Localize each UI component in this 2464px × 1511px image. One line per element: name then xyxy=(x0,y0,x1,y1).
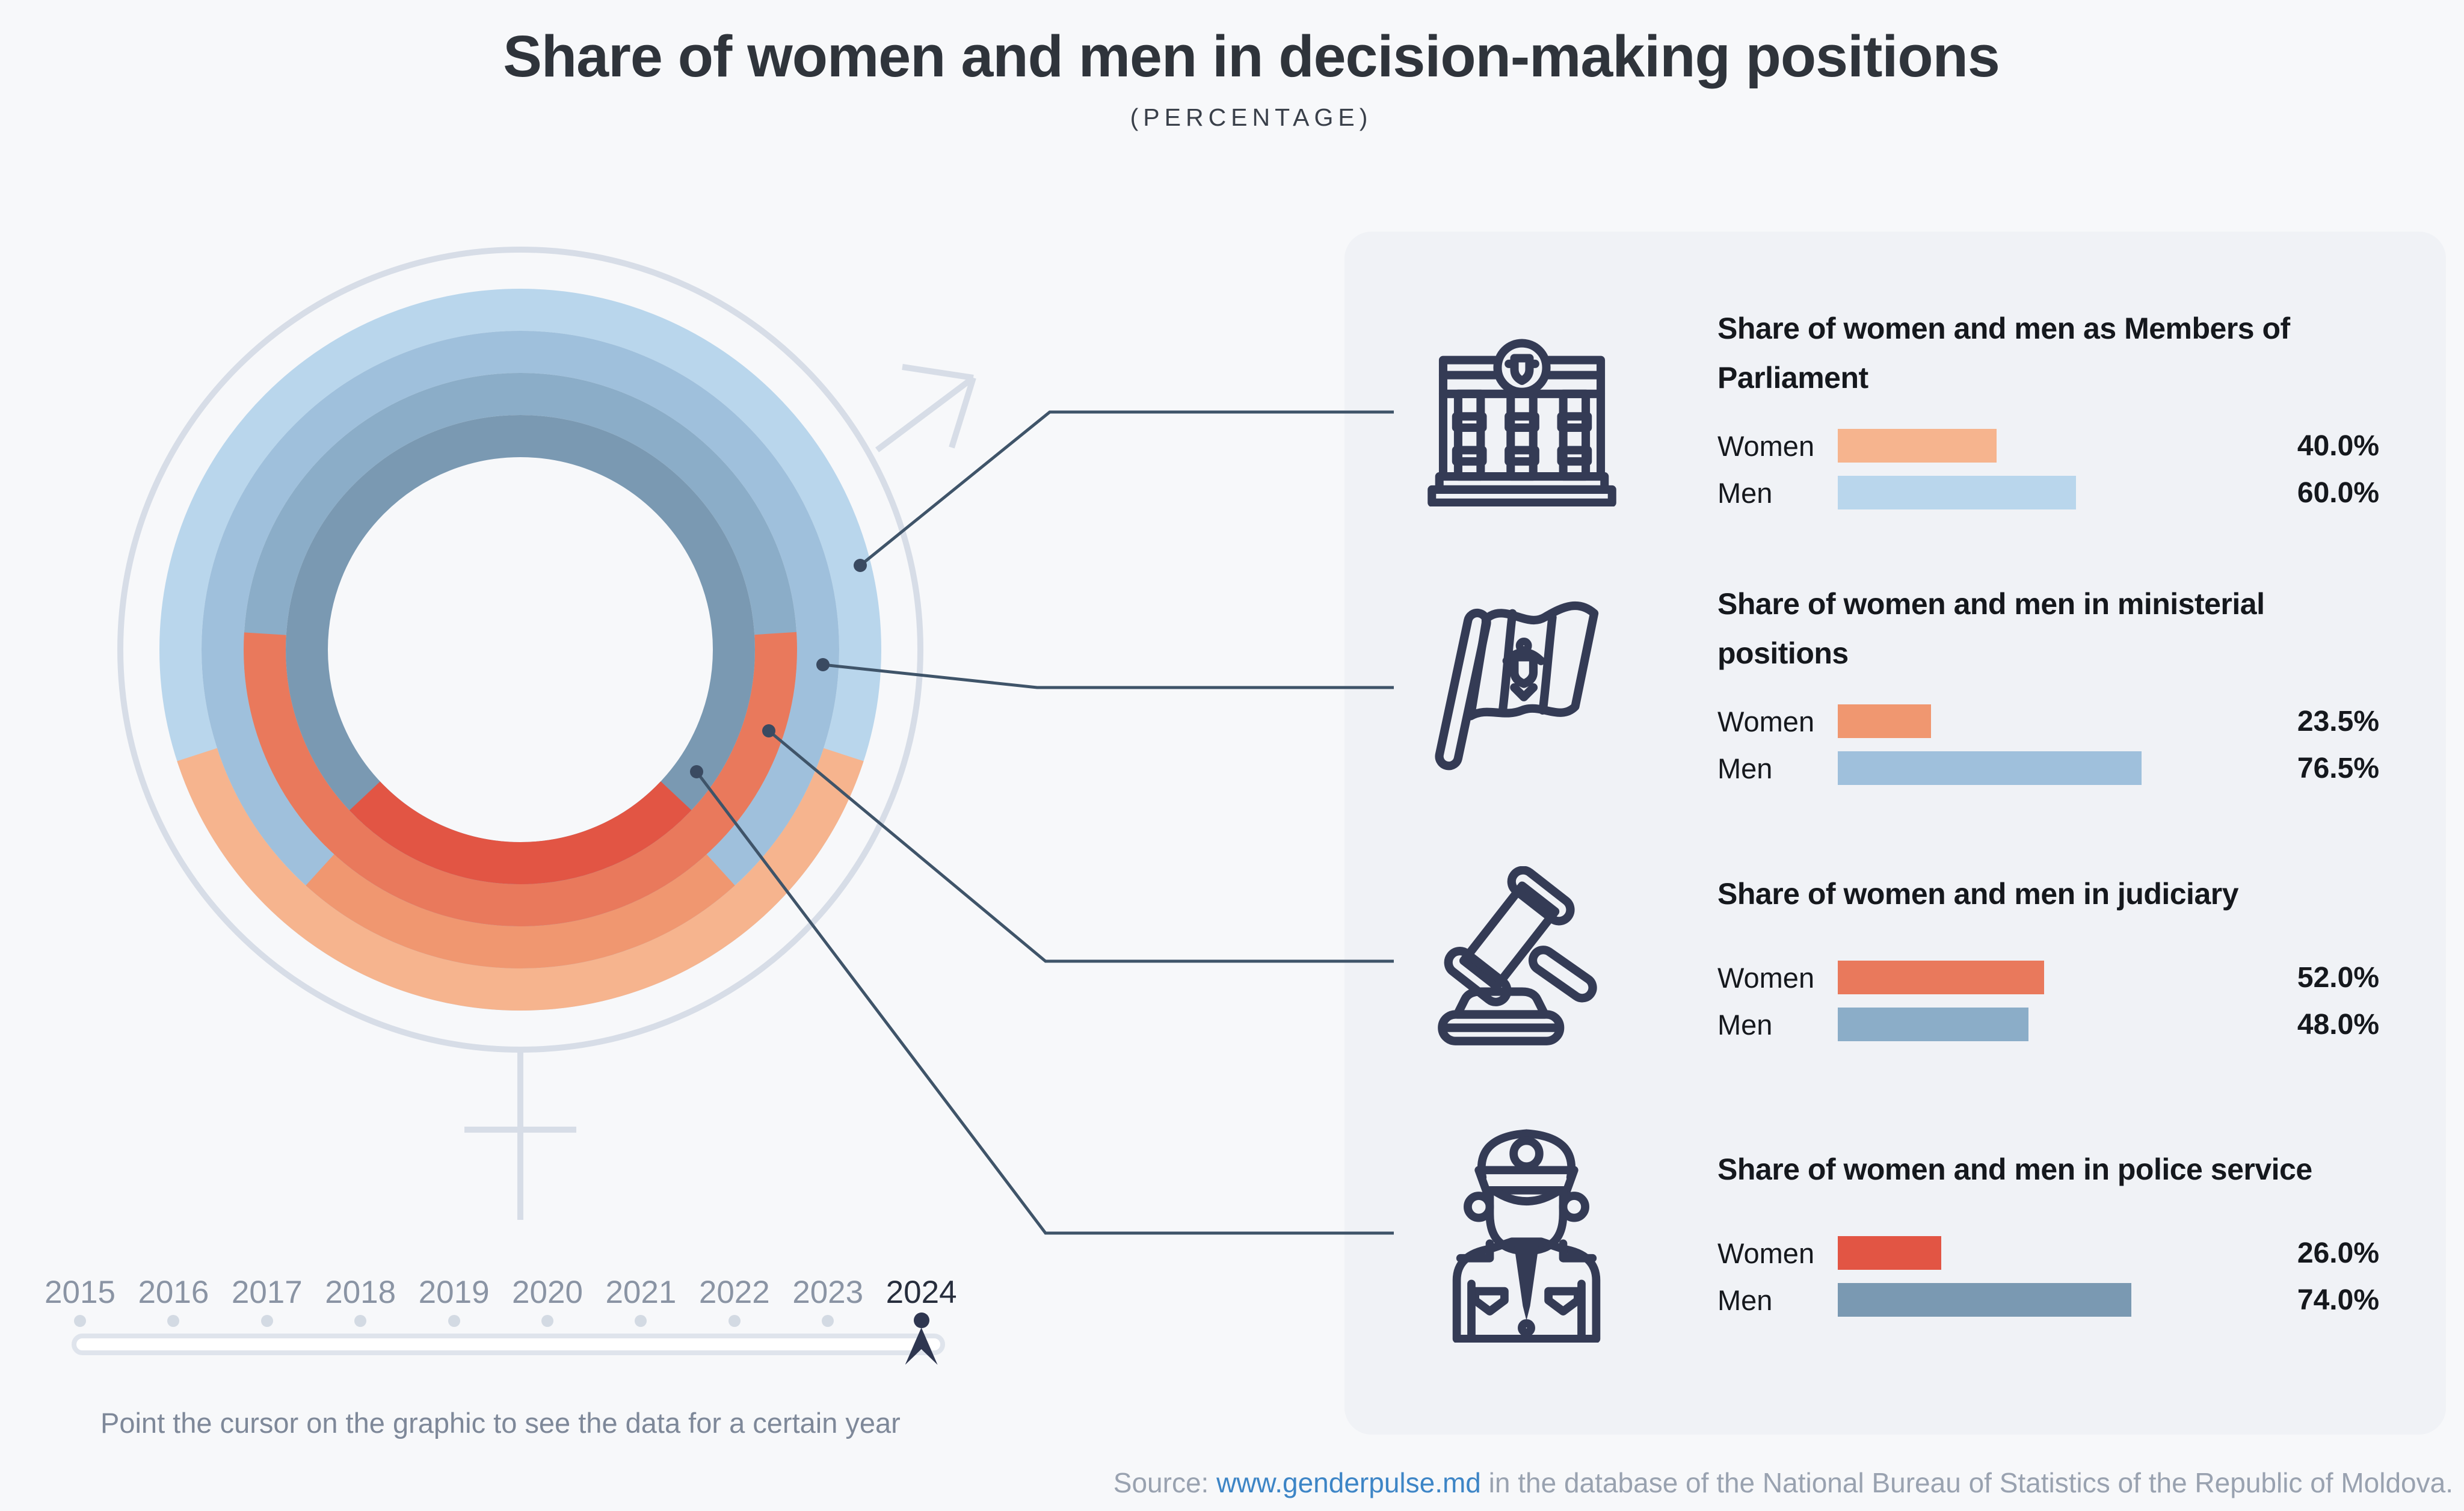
women-bar xyxy=(1838,1236,1941,1270)
men-value: 60.0% xyxy=(2297,476,2379,509)
police-tie xyxy=(1514,1242,1539,1321)
donut-ring-women-police[interactable] xyxy=(286,415,755,884)
women-bar-row: Women 26.0% xyxy=(1717,1236,2379,1270)
year-label-2016[interactable]: 2016 xyxy=(138,1275,209,1310)
source-link[interactable]: www.genderpulse.md xyxy=(1216,1467,1481,1498)
category-row-judiciary: Share of women and men in judiciary Wome… xyxy=(1717,869,2379,1054)
women-bar xyxy=(1838,429,1997,463)
men-bar-row: Men 60.0% xyxy=(1717,476,2379,509)
year-dot-2020[interactable] xyxy=(541,1315,553,1327)
women-value: 23.5% xyxy=(2297,705,2379,737)
male-arrow-icon xyxy=(875,364,976,452)
category-title: Share of women and men in police service xyxy=(1717,1152,2312,1186)
women-label: Women xyxy=(1717,705,1815,737)
women-bar-row: Women 23.5% xyxy=(1717,704,2379,738)
year-slider-track[interactable] xyxy=(72,1334,945,1355)
women-value: 40.0% xyxy=(2297,429,2379,462)
men-bar-row: Men 76.5% xyxy=(1717,751,2379,785)
men-label: Men xyxy=(1717,1008,1773,1041)
category-row-police: Share of women and men in police service… xyxy=(1717,1145,2379,1330)
page-title: Share of women and men in decision-makin… xyxy=(503,23,2000,89)
men-value: 48.0% xyxy=(2297,1008,2379,1041)
flag-eagle-emblem-icon xyxy=(1502,638,1545,701)
men-label: Men xyxy=(1717,752,1773,784)
category-title: Share of women and men as Members of Par… xyxy=(1717,312,2290,395)
connector-line-ministerial xyxy=(822,663,1394,689)
source-line: Source: www.genderpulse.md in the databa… xyxy=(1113,1466,2453,1499)
source-prefix: Source: xyxy=(1113,1467,1217,1498)
men-bar xyxy=(1838,476,2076,509)
year-dot-2018[interactable] xyxy=(354,1315,367,1327)
year-label-2020[interactable]: 2020 xyxy=(512,1275,583,1310)
year-dot-2017[interactable] xyxy=(260,1315,273,1327)
year-dot-2023[interactable] xyxy=(822,1315,834,1327)
women-bar-row: Women 40.0% xyxy=(1717,429,2379,463)
year-label-2015[interactable]: 2015 xyxy=(45,1275,116,1310)
year-dot-2021[interactable] xyxy=(635,1315,647,1327)
women-value: 52.0% xyxy=(2297,961,2379,994)
category-row-parliament: Share of women and men as Members of Par… xyxy=(1717,304,2379,523)
category-title: Share of women and men in ministerial po… xyxy=(1717,587,2265,670)
year-label-2019[interactable]: 2019 xyxy=(418,1275,490,1310)
page-subtitle: (PERCENTAGE) xyxy=(1130,103,1373,131)
men-value: 76.5% xyxy=(2297,752,2379,784)
year-label-2018[interactable]: 2018 xyxy=(325,1275,396,1310)
year-dot-2024[interactable] xyxy=(913,1313,929,1328)
year-label-2023[interactable]: 2023 xyxy=(792,1275,864,1310)
donut-rings[interactable] xyxy=(159,289,881,1011)
donut-ring-women-judiciary[interactable] xyxy=(244,373,797,926)
women-bar-row: Women 52.0% xyxy=(1717,961,2379,994)
women-value: 26.0% xyxy=(2297,1237,2379,1269)
men-label: Men xyxy=(1717,1284,1773,1316)
men-bar xyxy=(1838,1283,2132,1317)
category-row-ministerial: Share of women and men in ministerial po… xyxy=(1717,579,2379,798)
year-label-2022[interactable]: 2022 xyxy=(698,1275,770,1310)
parliament-emblem-icon xyxy=(1493,339,1551,396)
year-label-2017[interactable]: 2017 xyxy=(231,1275,303,1310)
women-label: Women xyxy=(1717,961,1815,994)
men-bar xyxy=(1838,751,2142,785)
connector-line-parliament xyxy=(859,410,1394,567)
donut-ring-women-ministerial[interactable] xyxy=(202,331,839,968)
men-label: Men xyxy=(1717,476,1773,509)
women-label: Women xyxy=(1717,429,1815,462)
category-title: Share of women and men in judiciary xyxy=(1717,877,2239,911)
slider-hint: Point the cursor on the graphic to see t… xyxy=(100,1407,901,1439)
moldova-flag-icon xyxy=(1427,592,1617,783)
year-dot-2016[interactable] xyxy=(167,1315,180,1327)
year-label-2024[interactable]: 2024 xyxy=(886,1275,957,1310)
connector-line-judiciary xyxy=(768,730,1394,963)
women-label: Women xyxy=(1717,1237,1815,1269)
donut-ring-women-parliament[interactable] xyxy=(159,289,881,1011)
year-label-2021[interactable]: 2021 xyxy=(605,1275,677,1310)
gavel-icon xyxy=(1427,866,1617,1056)
year-dot-2019[interactable] xyxy=(448,1315,460,1327)
men-bar-row: Men 48.0% xyxy=(1717,1008,2379,1041)
parliament-building-icon xyxy=(1427,319,1617,507)
women-bar xyxy=(1838,704,1932,738)
men-value: 74.0% xyxy=(2297,1284,2379,1316)
women-bar xyxy=(1838,961,2045,994)
police-officer-icon xyxy=(1435,1122,1618,1343)
year-dot-2022[interactable] xyxy=(728,1315,741,1327)
source-suffix: in the database of the National Bureau o… xyxy=(1480,1467,2453,1498)
men-bar-row: Men 74.0% xyxy=(1717,1283,2379,1317)
year-dot-2015[interactable] xyxy=(74,1315,86,1327)
men-bar xyxy=(1838,1008,2028,1041)
